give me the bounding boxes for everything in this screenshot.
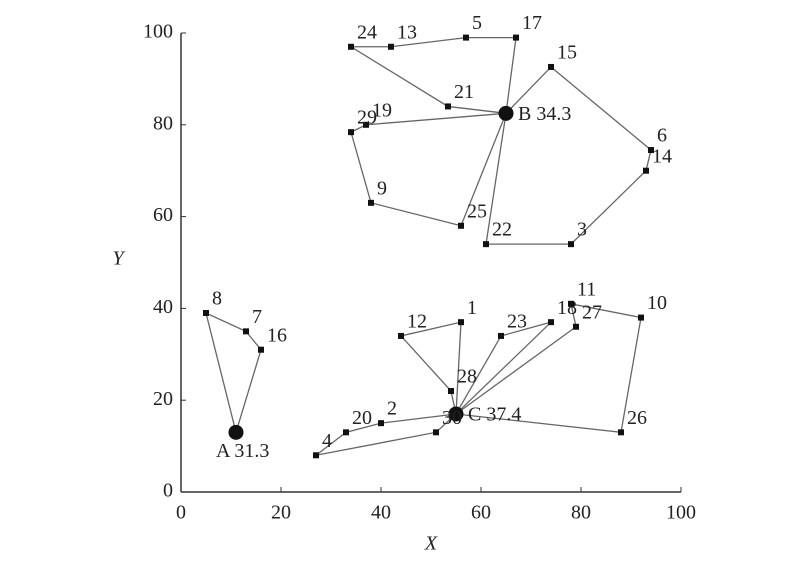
customer-label: 28: [457, 366, 477, 388]
customer-point: [568, 241, 574, 248]
customer-label: 1: [467, 297, 477, 319]
customer-label: 22: [492, 219, 512, 241]
y-tick-label: 40: [153, 296, 173, 318]
customer-label: 21: [454, 81, 474, 103]
route: [485, 66, 652, 245]
depot-point: [498, 105, 514, 121]
depot-label: C 37.4: [468, 404, 521, 426]
y-axis-label: Y: [112, 248, 125, 270]
x-tick-label: 20: [271, 502, 291, 524]
route: [205, 311, 262, 433]
customer-label: 25: [467, 200, 487, 222]
depot-point: [448, 406, 464, 422]
customer-point: [568, 300, 574, 307]
customer-point: [638, 314, 644, 321]
customer-label: 4: [322, 430, 332, 452]
customer-point: [203, 309, 209, 316]
customer-point: [463, 34, 469, 41]
y-tick-label: 80: [153, 112, 173, 134]
customer-label: 20: [352, 407, 372, 429]
customer-point: [458, 222, 464, 229]
customer-label: 18: [557, 297, 577, 319]
y-tick-label: 100: [143, 21, 173, 43]
customer-label: 24: [357, 21, 377, 43]
customer-label: 12: [407, 311, 427, 333]
customer-point: [388, 43, 394, 50]
route: [315, 413, 457, 456]
x-tick-label: 80: [571, 502, 591, 524]
customer-label: 9: [377, 177, 387, 199]
customer-point: [513, 34, 519, 41]
customer-label: 23: [507, 311, 527, 333]
customer-label: 3: [577, 219, 587, 241]
customer-point: [643, 167, 649, 174]
x-tick-label: 40: [371, 502, 391, 524]
x-axis-label: X: [424, 533, 438, 555]
customer-point: [573, 323, 579, 330]
customer-point: [243, 328, 249, 335]
depot-label: B 34.3: [518, 103, 571, 125]
route: [455, 302, 642, 434]
customer-point: [648, 147, 654, 154]
customer-point: [363, 121, 369, 128]
customer-label: 8: [212, 288, 222, 310]
depot-point: [228, 424, 244, 440]
customer-label: 19: [372, 99, 392, 121]
customer-point: [433, 429, 439, 436]
route: [399, 321, 462, 415]
customer-label: 16: [267, 324, 287, 346]
x-tick-label: 0: [176, 502, 186, 524]
customer-label: 27: [582, 301, 602, 323]
customer-label: 29: [357, 107, 377, 129]
customer-point: [618, 429, 624, 436]
customer-label: 7: [252, 306, 262, 328]
customer-point: [445, 103, 451, 110]
x-tick-label: 60: [471, 502, 491, 524]
customer-point: [498, 332, 504, 339]
x-tick-label: 100: [666, 502, 696, 524]
customer-point: [548, 63, 554, 70]
customer-point: [313, 452, 319, 459]
customer-point: [483, 241, 489, 248]
customer-point: [258, 346, 264, 353]
y-tick-label: 60: [153, 204, 173, 226]
y-tick-label: 20: [153, 388, 173, 410]
y-tick-label: 0: [163, 480, 173, 502]
customer-point: [448, 388, 454, 395]
route: [350, 112, 507, 227]
customer-label: 10: [647, 292, 667, 314]
depot-label: A 31.3: [216, 440, 269, 462]
customer-point: [458, 319, 464, 326]
route: [455, 321, 552, 415]
customer-point: [348, 129, 354, 136]
customer-point: [348, 43, 354, 50]
customer-label: 11: [577, 278, 596, 300]
customer-label: 17: [522, 12, 542, 34]
customer-label: 5: [472, 12, 482, 34]
customer-point: [378, 420, 384, 427]
customer-label: 15: [557, 42, 577, 64]
customer-point: [398, 332, 404, 339]
customer-label: 14: [652, 145, 672, 167]
customer-label: 26: [627, 407, 647, 429]
customer-point: [548, 319, 554, 326]
customer-point: [343, 429, 349, 436]
customer-label: 30: [442, 407, 462, 429]
customer-label: 13: [397, 21, 417, 43]
customer-label: 6: [657, 125, 667, 147]
customer-point: [368, 199, 374, 206]
customer-label: 2: [387, 398, 397, 420]
